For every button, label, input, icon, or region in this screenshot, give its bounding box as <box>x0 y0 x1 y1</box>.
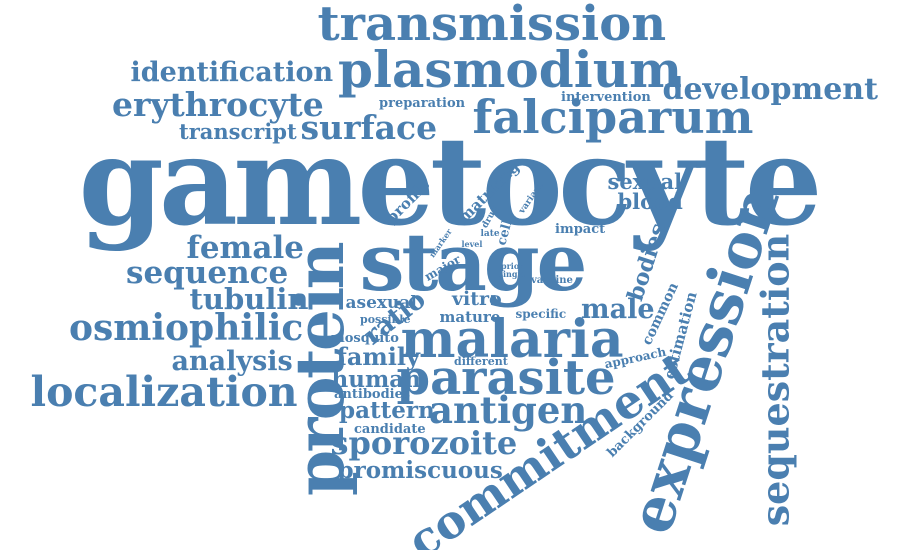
word-mosquito: mosquito <box>331 330 399 346</box>
word-single: single <box>498 269 526 279</box>
word-tubulin: tubulin <box>189 281 309 316</box>
word-sporozoite: sporozoite <box>330 424 518 462</box>
word-specific: specific <box>515 307 567 321</box>
word-antibodies: antibodies <box>334 386 411 402</box>
word-plasmodium: plasmodium <box>338 40 682 99</box>
word-male: male <box>581 293 655 325</box>
word-localization: localization <box>30 367 298 416</box>
word-late: late <box>480 228 500 239</box>
word-promiscuous: promiscuous <box>337 456 503 484</box>
word-transcript: transcript <box>179 118 297 144</box>
word-asexual: asexual <box>345 292 417 313</box>
word-level: level <box>461 239 483 249</box>
word-identification: identification <box>130 56 334 88</box>
word-gametocyte: gametocyte <box>78 109 823 253</box>
word-female: female <box>186 229 304 266</box>
word-sequestration: sequestration <box>751 233 797 527</box>
word-falciparum: falciparum <box>472 90 754 144</box>
word-prior: prior <box>501 261 524 271</box>
word-preparation: preparation <box>379 95 466 111</box>
word-malaria: malaria <box>400 309 624 370</box>
word-blood: blood <box>617 188 683 214</box>
word-family: family <box>336 342 420 371</box>
word-mature: mature <box>439 307 501 326</box>
word-candidate: candidate <box>354 421 426 437</box>
word-analysis: analysis <box>171 345 293 377</box>
word-sexual: sexual <box>607 168 683 194</box>
word-surface: surface <box>300 107 438 147</box>
word-vaccine: vaccine <box>531 275 573 286</box>
word-different: different <box>454 354 508 368</box>
word-parasite: parasite <box>396 350 616 406</box>
word-transmission: transmission <box>317 0 667 52</box>
word-erythrocyte: erythrocyte <box>112 84 324 124</box>
word-development: development <box>662 72 878 107</box>
word-human: human <box>331 365 421 393</box>
word-osmiophilic: osmiophilic <box>69 307 304 349</box>
word-sequence: sequence <box>126 254 289 291</box>
word-impact: impact <box>555 221 606 237</box>
word-stage: stage <box>359 215 588 309</box>
word-possible: possible <box>360 312 411 326</box>
word-intervention: intervention <box>561 89 651 105</box>
word-antigen: antigen <box>429 387 588 432</box>
word-vitro: vitro <box>452 287 502 310</box>
word-pattern: pattern <box>339 396 435 424</box>
